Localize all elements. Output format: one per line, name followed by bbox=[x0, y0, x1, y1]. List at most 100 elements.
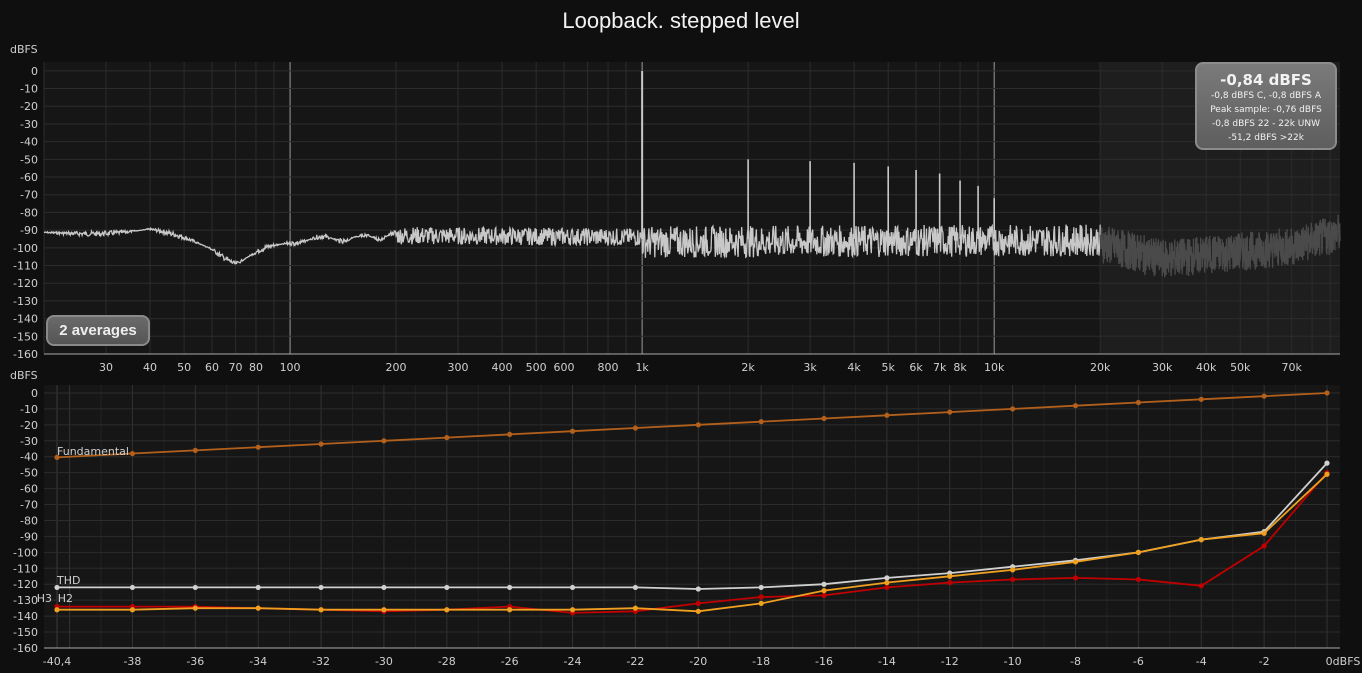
level-x-tick-label: -30 bbox=[375, 655, 393, 668]
data-point-h3 bbox=[758, 600, 764, 606]
data-point-thd bbox=[507, 584, 513, 591]
chart-title: Loopback. stepped level bbox=[562, 8, 800, 33]
level-y-unit: dBFS bbox=[10, 369, 38, 382]
data-point-h2 bbox=[1072, 575, 1079, 581]
data-point-fundamental bbox=[1135, 399, 1141, 406]
data-point-h3 bbox=[255, 605, 261, 611]
data-point-h3 bbox=[1072, 559, 1079, 565]
spectrum-x-tick-label: 20k bbox=[1090, 361, 1111, 374]
level-y-tick-label: -80 bbox=[20, 514, 38, 527]
data-point-fundamental bbox=[632, 425, 639, 431]
data-point-h3 bbox=[884, 580, 890, 586]
level-readout-main: -0,84 dBFS bbox=[1220, 71, 1312, 89]
data-point-h3 bbox=[569, 607, 576, 613]
spectrum-x-tick-label: 50k bbox=[1230, 361, 1251, 374]
spectrum-y-tick-label: -40 bbox=[20, 136, 38, 149]
spectrum-trace-out-of-band bbox=[1099, 214, 1341, 278]
data-point-h2 bbox=[1198, 583, 1204, 589]
data-point-fundamental bbox=[318, 441, 324, 447]
spectrum-y-tick-label: -50 bbox=[20, 153, 38, 166]
spectrum-x-tick-label: 5k bbox=[882, 361, 896, 374]
data-point-fundamental bbox=[1198, 396, 1204, 402]
data-point-thd bbox=[758, 584, 764, 591]
level-y-tick-label: 0 bbox=[31, 387, 38, 400]
spectrum-x-tick-label: 3k bbox=[803, 361, 817, 374]
data-point-fundamental bbox=[54, 454, 60, 460]
data-point-h3 bbox=[129, 607, 136, 613]
data-point-h3 bbox=[507, 607, 513, 613]
data-point-h3 bbox=[1261, 530, 1267, 536]
spectrum-y-tick-label: -10 bbox=[20, 83, 38, 96]
spectrum-x-tick-label: 40 bbox=[143, 361, 157, 374]
spectrum-y-tick-label: -110 bbox=[13, 260, 38, 273]
spectrum-y-tick-label: -30 bbox=[20, 118, 38, 131]
data-point-h3 bbox=[1324, 471, 1330, 477]
level-y-tick-label: -130 bbox=[13, 594, 38, 607]
level-x-tick-label: -22 bbox=[626, 655, 644, 668]
data-point-h3 bbox=[1010, 567, 1016, 573]
level-readout-line: Peak sample: -0,76 dBFS bbox=[1210, 105, 1322, 115]
level-y-tick-label: -150 bbox=[13, 626, 38, 639]
level-y-tick-label: -20 bbox=[20, 419, 38, 432]
data-point-thd bbox=[695, 586, 701, 592]
level-x-tick-label: -20 bbox=[689, 655, 707, 668]
spectrum-x-tick-label: 2k bbox=[741, 361, 755, 374]
spectrum-y-tick-label: 0 bbox=[31, 65, 38, 78]
data-point-h3 bbox=[1135, 549, 1141, 555]
level-y-tick-label: -60 bbox=[20, 483, 38, 496]
level-y-tick-label: -100 bbox=[13, 546, 38, 559]
spectrum-y-tick-label: -140 bbox=[13, 313, 38, 326]
level-y-tick-label: -70 bbox=[20, 499, 38, 512]
level-x-tick-label: -2 bbox=[1259, 655, 1270, 668]
data-point-h2 bbox=[947, 580, 953, 586]
level-x-tick-label: -24 bbox=[564, 655, 582, 668]
spectrum-y-tick-label: -150 bbox=[13, 330, 38, 343]
data-point-fundamental bbox=[255, 444, 261, 450]
data-point-fundamental bbox=[569, 428, 576, 434]
data-point-h3 bbox=[1198, 537, 1204, 543]
spectrum-x-tick-label: 10k bbox=[984, 361, 1005, 374]
spectrum-x-tick-label: 30k bbox=[1152, 361, 1173, 374]
spectrum-y-tick-label: -90 bbox=[20, 224, 38, 237]
spectrum-y-tick-label: -160 bbox=[13, 348, 38, 361]
level-x-tick-label: -32 bbox=[312, 655, 330, 668]
level-x-tick-label: -4 bbox=[1196, 655, 1207, 668]
spectrum-y-tick-label: -130 bbox=[13, 295, 38, 308]
data-point-fundamental bbox=[758, 419, 764, 425]
level-y-tick-label: -160 bbox=[13, 642, 38, 655]
data-point-fundamental bbox=[884, 412, 890, 418]
data-point-thd bbox=[444, 584, 450, 591]
spectrum-y-tick-label: -60 bbox=[20, 171, 38, 184]
level-y-tick-label: -110 bbox=[13, 562, 38, 575]
data-point-h3 bbox=[695, 608, 701, 614]
level-x-tick-label: -26 bbox=[501, 655, 519, 668]
level-y-tick-label: -120 bbox=[13, 578, 38, 591]
spectrum-x-tick-label: 200 bbox=[386, 361, 407, 374]
data-point-fundamental bbox=[1261, 393, 1267, 399]
data-point-h3 bbox=[381, 607, 387, 613]
level-x-tick-label: -14 bbox=[878, 655, 896, 668]
data-point-thd bbox=[1324, 460, 1330, 466]
data-point-thd bbox=[54, 584, 60, 591]
series-label-fundamental: Fundamental bbox=[57, 445, 129, 458]
level-x-tick-label: -12 bbox=[941, 655, 959, 668]
spectrum-trace bbox=[43, 223, 1101, 265]
spectrum-x-tick-label: 50 bbox=[177, 361, 191, 374]
data-point-thd bbox=[569, 584, 576, 591]
level-readout-panel: -0,84 dBFS -0,8 dBFS C, -0,8 dBFS A Peak… bbox=[1195, 62, 1337, 150]
level-x-tick-label: -40,4 bbox=[43, 655, 71, 668]
spectrum-x-tick-label: 300 bbox=[448, 361, 469, 374]
data-point-h3 bbox=[318, 607, 324, 613]
level-readout-line: -0,8 dBFS 22 - 22k UNW bbox=[1211, 119, 1321, 129]
averages-button[interactable]: 2 averages bbox=[46, 315, 150, 346]
spectrum-y-tick-label: -20 bbox=[20, 100, 38, 113]
series-label-h2: H2 bbox=[58, 592, 73, 605]
level-readout-line: -51,2 dBFS >22k bbox=[1228, 133, 1304, 143]
data-point-fundamental bbox=[129, 450, 136, 457]
data-point-thd bbox=[255, 584, 261, 591]
spectrum-x-tick-label: 6k bbox=[909, 361, 923, 374]
spectrum-x-tick-label: 1k bbox=[635, 361, 649, 374]
data-point-h2 bbox=[758, 594, 764, 600]
data-point-h3 bbox=[192, 605, 198, 611]
spectrum-y-unit: dBFS bbox=[10, 43, 38, 56]
